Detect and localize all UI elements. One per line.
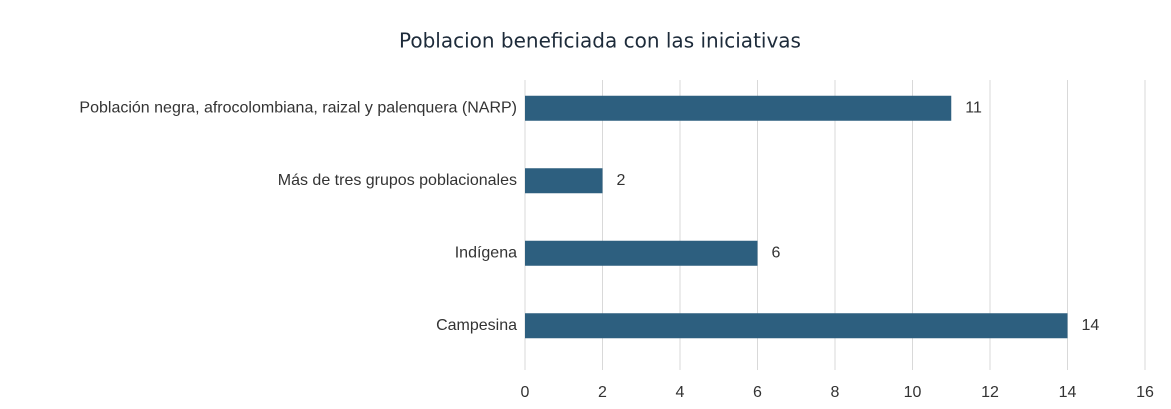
x-tick-label: 10 [904,384,922,401]
x-tick-label: 6 [753,384,762,401]
y-tick-label: Más de tres grupos poblacionales [278,172,517,189]
y-tick-label: Indígena [455,244,517,261]
y-tick-label: Campesina [436,317,517,334]
x-tick-label: 8 [831,384,840,401]
x-tick-label: 0 [521,384,530,401]
x-tick-label: 12 [981,384,999,401]
data-label: 2 [617,172,626,189]
data-label: 11 [965,99,982,116]
data-label: 14 [1082,317,1100,334]
chart-title: Poblacion beneficiada con las iniciativa… [399,29,801,53]
y-tick-label: Población negra, afrocolombiana, raizal … [79,99,517,116]
x-tick-label: 16 [1136,384,1154,401]
x-tick-label: 2 [598,384,607,401]
x-tick-label: 4 [676,384,685,401]
x-tick-label: 14 [1059,384,1077,401]
bar [525,313,1068,339]
bar [525,240,758,266]
bar [525,168,603,194]
bar [525,95,952,121]
data-label: 6 [772,244,781,261]
